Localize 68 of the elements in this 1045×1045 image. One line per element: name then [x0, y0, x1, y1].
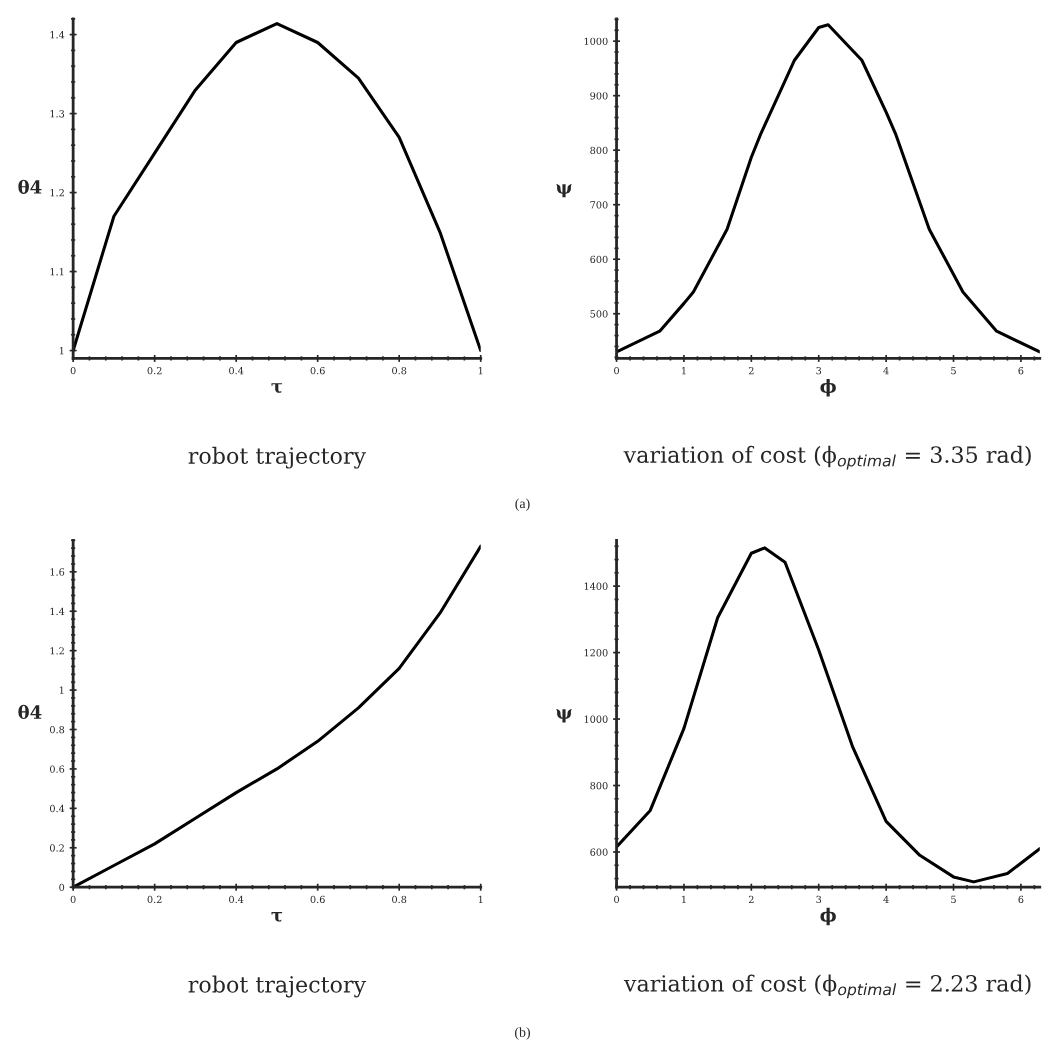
line-series: [73, 22, 481, 353]
y-tick-label: 1.2: [50, 189, 64, 197]
x-tick-label: 1: [478, 366, 483, 375]
y-tick-label: 1.4: [50, 31, 65, 39]
x-tick-label: 0.6: [310, 895, 325, 904]
x-tick-label: 3: [816, 895, 822, 904]
x-tick-label: 0.8: [392, 895, 407, 904]
y-tick-label: 900: [590, 92, 608, 100]
y-tick-label: 1: [59, 686, 64, 694]
x-tick-label: 0: [614, 366, 619, 375]
x-tick-label: 0.4: [229, 366, 244, 375]
x-tick-label: 0.4: [229, 895, 244, 904]
y-tick-label: 600: [590, 255, 608, 264]
line-series: [616, 23, 1040, 354]
x-tick-label: 6: [1018, 366, 1024, 375]
x-tick-label: 0: [70, 895, 76, 904]
x-tick-label: 5: [951, 367, 956, 375]
y-tick-label: 1.4: [50, 607, 65, 616]
x-tick-label: 0: [70, 366, 76, 375]
y-tick-label: 700: [590, 201, 608, 209]
y-tick-label: 600: [590, 848, 608, 856]
x-tick-label: 1: [682, 366, 686, 375]
y-tick-label: 1000: [584, 715, 608, 723]
y-tick-label: 0.8: [50, 725, 65, 734]
text: variation of cost (ϕ$_{optimal}$ = 2.23 rad): [623, 974, 1031, 999]
text: (b): [515, 1027, 530, 1040]
x-tick-label: 0: [614, 895, 619, 904]
y-axis-title: θ4: [18, 704, 42, 720]
y-tick-label: 1.1: [50, 268, 64, 276]
x-axis-title: τ: [271, 383, 283, 393]
y-tick-label: 800: [590, 781, 608, 790]
x-axis-title: ϕ: [820, 378, 836, 397]
x-tick-label: 1: [682, 895, 686, 903]
y-tick-label: 800: [590, 146, 608, 155]
y-tick-label: 0: [59, 883, 65, 892]
text: variation of cost (ϕ$_{optimal}$ = 3.35 rad): [623, 445, 1031, 470]
text: (a): [515, 498, 530, 512]
y-tick-label: 1.3: [50, 110, 65, 118]
x-tick-label: 2: [748, 895, 754, 903]
y-tick-label: 1: [59, 347, 64, 355]
y-tick-label: 0.6: [50, 765, 65, 773]
line-series: [616, 546, 1040, 884]
x-tick-label: 2: [748, 366, 754, 375]
x-tick-label: 3: [816, 366, 822, 375]
x-axis-title: ϕ: [820, 907, 836, 926]
x-axis-title: τ: [271, 912, 283, 922]
y-tick-label: 1400: [584, 582, 608, 590]
x-tick-label: 0.6: [310, 366, 325, 375]
x-tick-label: 5: [951, 895, 956, 904]
y-axis-title: ψ: [556, 709, 572, 723]
x-tick-label: 0.2: [147, 895, 162, 904]
y-tick-label: 1000: [584, 37, 608, 45]
x-tick-label: 4: [883, 366, 889, 375]
x-tick-label: 6: [1018, 895, 1024, 904]
text: robot trajectory: [188, 446, 367, 469]
y-axis-title: θ4: [18, 179, 42, 194]
text: robot trajectory: [188, 975, 367, 998]
y-tick-label: 0.4: [50, 804, 65, 813]
x-tick-label: 4: [883, 895, 889, 903]
y-tick-label: 1.6: [50, 568, 65, 576]
y-tick-label: 0.2: [50, 844, 64, 852]
x-tick-label: 1: [478, 895, 483, 903]
x-tick-label: 0.2: [147, 366, 162, 375]
y-tick-label: 1.2: [50, 647, 64, 655]
y-tick-label: 500: [590, 310, 608, 318]
y-axis-title: ψ: [556, 184, 572, 198]
y-tick-label: 1200: [584, 649, 608, 657]
x-tick-label: 0.8: [392, 366, 407, 375]
